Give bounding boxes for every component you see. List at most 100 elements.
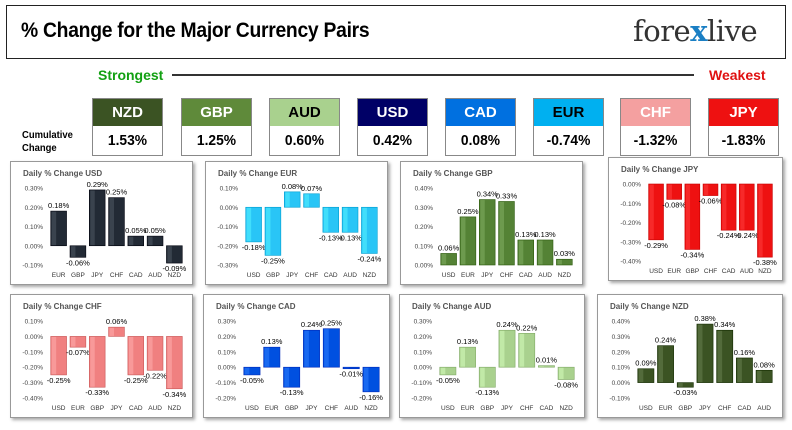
y-tick-label: 0.30%	[25, 186, 44, 193]
data-label: -0.25%	[124, 376, 148, 385]
data-label: 0.13%	[261, 337, 283, 346]
data-label: -0.38%	[753, 258, 777, 267]
bar-highlight	[499, 330, 505, 367]
x-category-label: EUR	[461, 405, 475, 412]
data-label: -0.25%	[47, 376, 71, 385]
y-tick-label: -0.10%	[215, 380, 236, 387]
x-category-label: JPY	[501, 405, 514, 412]
y-tick-label: 0.10%	[414, 349, 433, 356]
chart-title: Daily % Change NZD	[610, 302, 689, 311]
x-category-label: AUD	[757, 405, 771, 412]
x-category-label: AUD	[148, 405, 162, 412]
ranking-cumulative-value: 0.42%	[372, 132, 413, 149]
data-label: 0.25%	[106, 188, 128, 197]
y-tick-label: 0.00%	[623, 182, 642, 189]
bar-highlight	[148, 236, 153, 246]
chart-panel-nzd: Daily % Change NZD 0.40% 0.30% 0.20% 0.10% 0.…	[597, 294, 783, 418]
data-label: -0.08%	[662, 200, 686, 209]
x-category-label: CHF	[704, 268, 717, 275]
chart-title: Daily % Change GBP	[413, 169, 493, 178]
bar-highlight	[244, 367, 250, 375]
bar-highlight	[167, 246, 172, 263]
ranking-box-jpy: JPY -1.83%	[708, 98, 779, 156]
y-tick-label: -0.40%	[620, 259, 641, 266]
data-label: -0.08%	[554, 381, 578, 390]
bar-highlight	[722, 184, 727, 230]
data-label: 0.08%	[282, 182, 304, 191]
data-label: -0.09%	[162, 264, 186, 273]
y-tick-label: -0.40%	[22, 396, 43, 403]
x-category-label: USD	[247, 272, 261, 279]
y-tick-label: 0.00%	[414, 365, 433, 372]
bar-highlight	[343, 207, 348, 232]
bar-highlight	[649, 184, 654, 240]
bar-highlight	[678, 383, 683, 387]
x-category-label: JPY	[306, 405, 319, 412]
forexlive-logo: forexlive	[633, 14, 758, 48]
ranking-currency-code: JPY	[709, 99, 778, 126]
data-label: -0.25%	[261, 256, 285, 265]
x-category-label: EUR	[52, 272, 66, 279]
data-label: 0.05%	[144, 226, 166, 235]
logo-text-x: x	[690, 14, 708, 48]
bar-highlight	[304, 330, 309, 367]
data-label: -0.13%	[280, 388, 304, 397]
y-tick-label: -0.30%	[217, 263, 238, 270]
x-category-label: NZD	[363, 272, 377, 279]
data-label: -0.24%	[735, 231, 759, 240]
data-label: 0.33%	[496, 191, 518, 200]
x-category-label: AUD	[148, 272, 162, 279]
y-tick-label: 0.20%	[218, 334, 237, 341]
chart-panel-chf: Daily % Change CHF 0.10% 0.00% -0.10% -0.20%…	[10, 294, 193, 418]
y-tick-label: 0.10%	[415, 243, 434, 250]
bar-highlight	[717, 330, 723, 383]
data-label: -0.24%	[717, 231, 741, 240]
weakest-label: Weakest	[709, 67, 766, 83]
x-category-label: GBP	[678, 405, 692, 412]
data-label: 0.29%	[87, 180, 109, 189]
chart-title: Daily % Change AUD	[412, 302, 491, 311]
ranking-cumulative-value: -1.83%	[721, 132, 766, 149]
y-tick-label: 0.30%	[218, 319, 237, 326]
data-label: -0.05%	[436, 376, 460, 385]
bar-chart-svg: Daily % Change NZD 0.40% 0.30% 0.20% 0.10% 0.…	[609, 302, 775, 412]
x-category-label: USD	[245, 405, 259, 412]
data-label: -0.24%	[357, 254, 381, 263]
x-category-label: USD	[639, 405, 653, 412]
ranking-cumulative-value: 1.53%	[107, 132, 148, 149]
data-label: 0.24%	[301, 320, 323, 329]
x-category-label: NZD	[168, 405, 182, 412]
data-label: -0.16%	[359, 393, 383, 402]
bar-chart-svg: Daily % Change CAD0.30%0.20%0.10%0.00%-0…	[215, 302, 383, 412]
bar-highlight	[697, 324, 703, 383]
bar-highlight	[667, 184, 672, 199]
bar-gbp	[69, 245, 87, 258]
x-category-label: CAD	[324, 272, 338, 279]
cumulative-label-line2: Change	[22, 142, 57, 154]
x-category-label: EUR	[265, 405, 279, 412]
chart-panel-eur: Daily % Change EUR 0.10% 0.00% -0.10% -0.20%…	[205, 161, 388, 285]
y-tick-label: -0.10%	[620, 201, 641, 208]
y-tick-label: -0.10%	[217, 224, 238, 231]
data-label: -0.13%	[338, 233, 362, 242]
y-tick-label: 0.00%	[220, 205, 239, 212]
x-category-label: EUR	[659, 405, 673, 412]
bar-highlight	[740, 184, 745, 230]
ranking-box-aud: AUD 0.60%	[269, 98, 340, 156]
y-tick-label: 0.00%	[612, 380, 631, 387]
bar-highlight	[128, 236, 134, 246]
chart-title: Daily % Change EUR	[218, 169, 297, 178]
y-tick-label: -0.10%	[22, 349, 43, 356]
bar-nzd	[556, 258, 573, 266]
bar-highlight	[658, 346, 664, 383]
bar-highlight	[519, 333, 525, 367]
ranking-currency-code: CHF	[621, 99, 690, 126]
x-category-label: JPY	[699, 405, 712, 412]
ranking-currency-code: USD	[358, 99, 427, 126]
x-category-label: CHF	[325, 405, 338, 412]
bar-highlight	[285, 192, 290, 207]
bar-usd	[440, 253, 457, 266]
bar-chart-svg: Daily % Change USD 0.30% 0.20% 0.10% 0.00% -0…	[22, 169, 186, 279]
x-category-label: NZD	[558, 272, 572, 279]
y-tick-label: 0.40%	[612, 319, 631, 326]
